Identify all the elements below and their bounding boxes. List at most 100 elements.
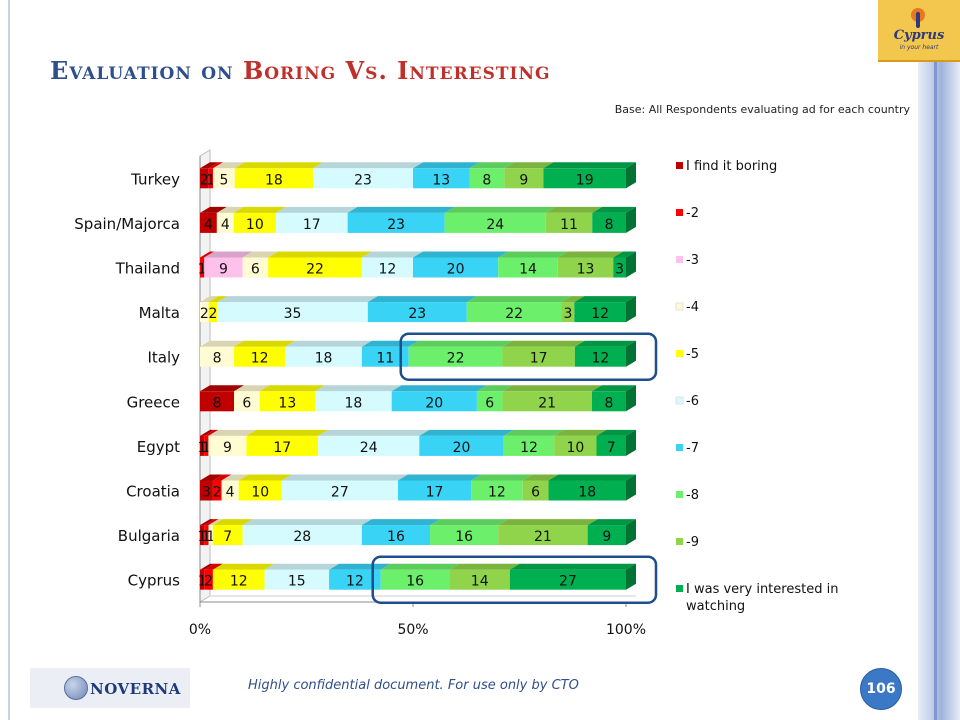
bar-segment-top — [204, 429, 219, 436]
bar-segment-top — [281, 474, 408, 481]
bar-end-cap — [626, 206, 636, 233]
bar-segment — [592, 212, 626, 233]
bar-segment-label: 22 — [306, 262, 324, 278]
bar-segment — [204, 435, 209, 456]
bar-segment — [200, 435, 205, 456]
bar-segment-top — [502, 340, 585, 347]
bar-segment — [543, 168, 626, 189]
bar-segment-label: 2 — [208, 306, 217, 322]
bar-segment-label: 12 — [230, 574, 248, 590]
bar-segment — [208, 435, 247, 456]
bar-segment-label: 24 — [360, 440, 378, 456]
title-part-red: Boring Vs. Interesting — [242, 56, 551, 85]
bar-segment-top — [449, 563, 520, 570]
bar-segment — [502, 346, 575, 367]
bar-segment-label: 2 — [200, 306, 209, 322]
bar-segment-label: 5 — [219, 172, 228, 188]
bar-segment-label: 10 — [246, 217, 264, 233]
legend-label: -3 — [686, 253, 699, 268]
bar-segment-top — [397, 474, 482, 481]
bar-segment-label: 11 — [560, 217, 578, 233]
category-label: Egypt — [137, 438, 180, 456]
bar-segment-top — [275, 206, 358, 213]
bar-segment — [502, 391, 592, 412]
bar-segment-top — [469, 162, 515, 169]
bar-segment — [200, 346, 235, 367]
bar-segment — [200, 257, 205, 278]
bar-segment-label: 6 — [242, 395, 251, 411]
bar-segment-label: 13 — [432, 172, 450, 188]
bar-segment — [361, 346, 409, 367]
legend-label: -4 — [686, 300, 699, 315]
bar-segment-label: 8 — [604, 395, 613, 411]
category-label: Thailand — [115, 260, 180, 278]
bar-segment-top — [361, 251, 423, 258]
bar-end-cap — [626, 385, 636, 412]
bar-segment — [548, 480, 626, 501]
bar-segment — [591, 391, 626, 412]
bar-segment — [466, 302, 562, 323]
bar-segment-top — [234, 340, 296, 347]
legend-swatch — [676, 491, 683, 498]
bar-segment-top — [216, 206, 244, 213]
bar-segment-top — [259, 385, 326, 392]
bar-segment-top — [367, 296, 477, 303]
bar-segment-label: 27 — [331, 485, 349, 501]
bar-segment — [449, 569, 510, 590]
bar-segment-label: 1 — [206, 172, 215, 188]
bar-segment-label: 6 — [531, 485, 540, 501]
base-note: Base: All Respondents evaluating ad for … — [614, 103, 910, 116]
legend-swatch — [676, 538, 683, 545]
bar-segment-label: 17 — [273, 440, 291, 456]
bar-segment — [200, 569, 205, 590]
highlight-box — [399, 332, 658, 381]
bar-segment-top — [200, 162, 219, 169]
bar-segment-top — [430, 519, 509, 526]
bar-segment-label: 2 — [204, 574, 213, 590]
bar-segment — [204, 257, 243, 278]
bar-segment-top — [408, 340, 513, 347]
bar-segment — [259, 391, 316, 412]
bar-segment-label: 12 — [251, 351, 269, 367]
bar-segment — [264, 569, 330, 590]
legend-label: -2 — [686, 206, 699, 221]
bar-segment — [318, 435, 420, 456]
bar-segment-top — [204, 519, 219, 526]
legend-label: I find it boring — [686, 159, 777, 174]
bar-segment-top — [213, 162, 245, 169]
bar-segment-top — [242, 519, 372, 526]
bar-end-cap — [626, 429, 636, 456]
bar-segment-label: 21 — [534, 529, 552, 545]
bar-segment-label: 8 — [213, 351, 222, 367]
category-label: Bulgaria — [118, 527, 180, 545]
legend-swatch — [676, 444, 683, 451]
bar-segment-label: 1 — [202, 529, 211, 545]
bar-segment — [233, 212, 276, 233]
bar-segment-label: 1 — [206, 529, 215, 545]
bar-segment-top — [596, 429, 636, 436]
legend-swatch — [676, 209, 683, 216]
bar-segment — [509, 569, 626, 590]
bar-segment-label: 6 — [485, 395, 494, 411]
bar-segment — [347, 212, 445, 233]
bar-segment-label: 8 — [605, 217, 614, 233]
bar-segment-label: 14 — [471, 574, 489, 590]
bar-segment-label: 19 — [576, 172, 594, 188]
bar-segment — [503, 435, 555, 456]
bar-segment-top — [208, 296, 228, 303]
bar-segment — [315, 391, 392, 412]
bar-segment — [221, 480, 239, 501]
bar-segment-top — [200, 474, 223, 481]
bar-segment-label: 12 — [488, 485, 506, 501]
bar-segment — [217, 302, 368, 323]
bar-segment-top — [212, 519, 253, 526]
bar-segment-top — [613, 251, 636, 258]
bar-end-cap — [626, 251, 636, 278]
bar-segment-label: 3 — [563, 306, 572, 322]
bar-segment-top — [221, 474, 249, 481]
bar-segment — [419, 435, 504, 456]
bar-segment-top — [476, 385, 513, 392]
bar-segment — [234, 391, 260, 412]
bar-segment-top — [238, 474, 292, 481]
bar-segment-label: 13 — [577, 262, 595, 278]
